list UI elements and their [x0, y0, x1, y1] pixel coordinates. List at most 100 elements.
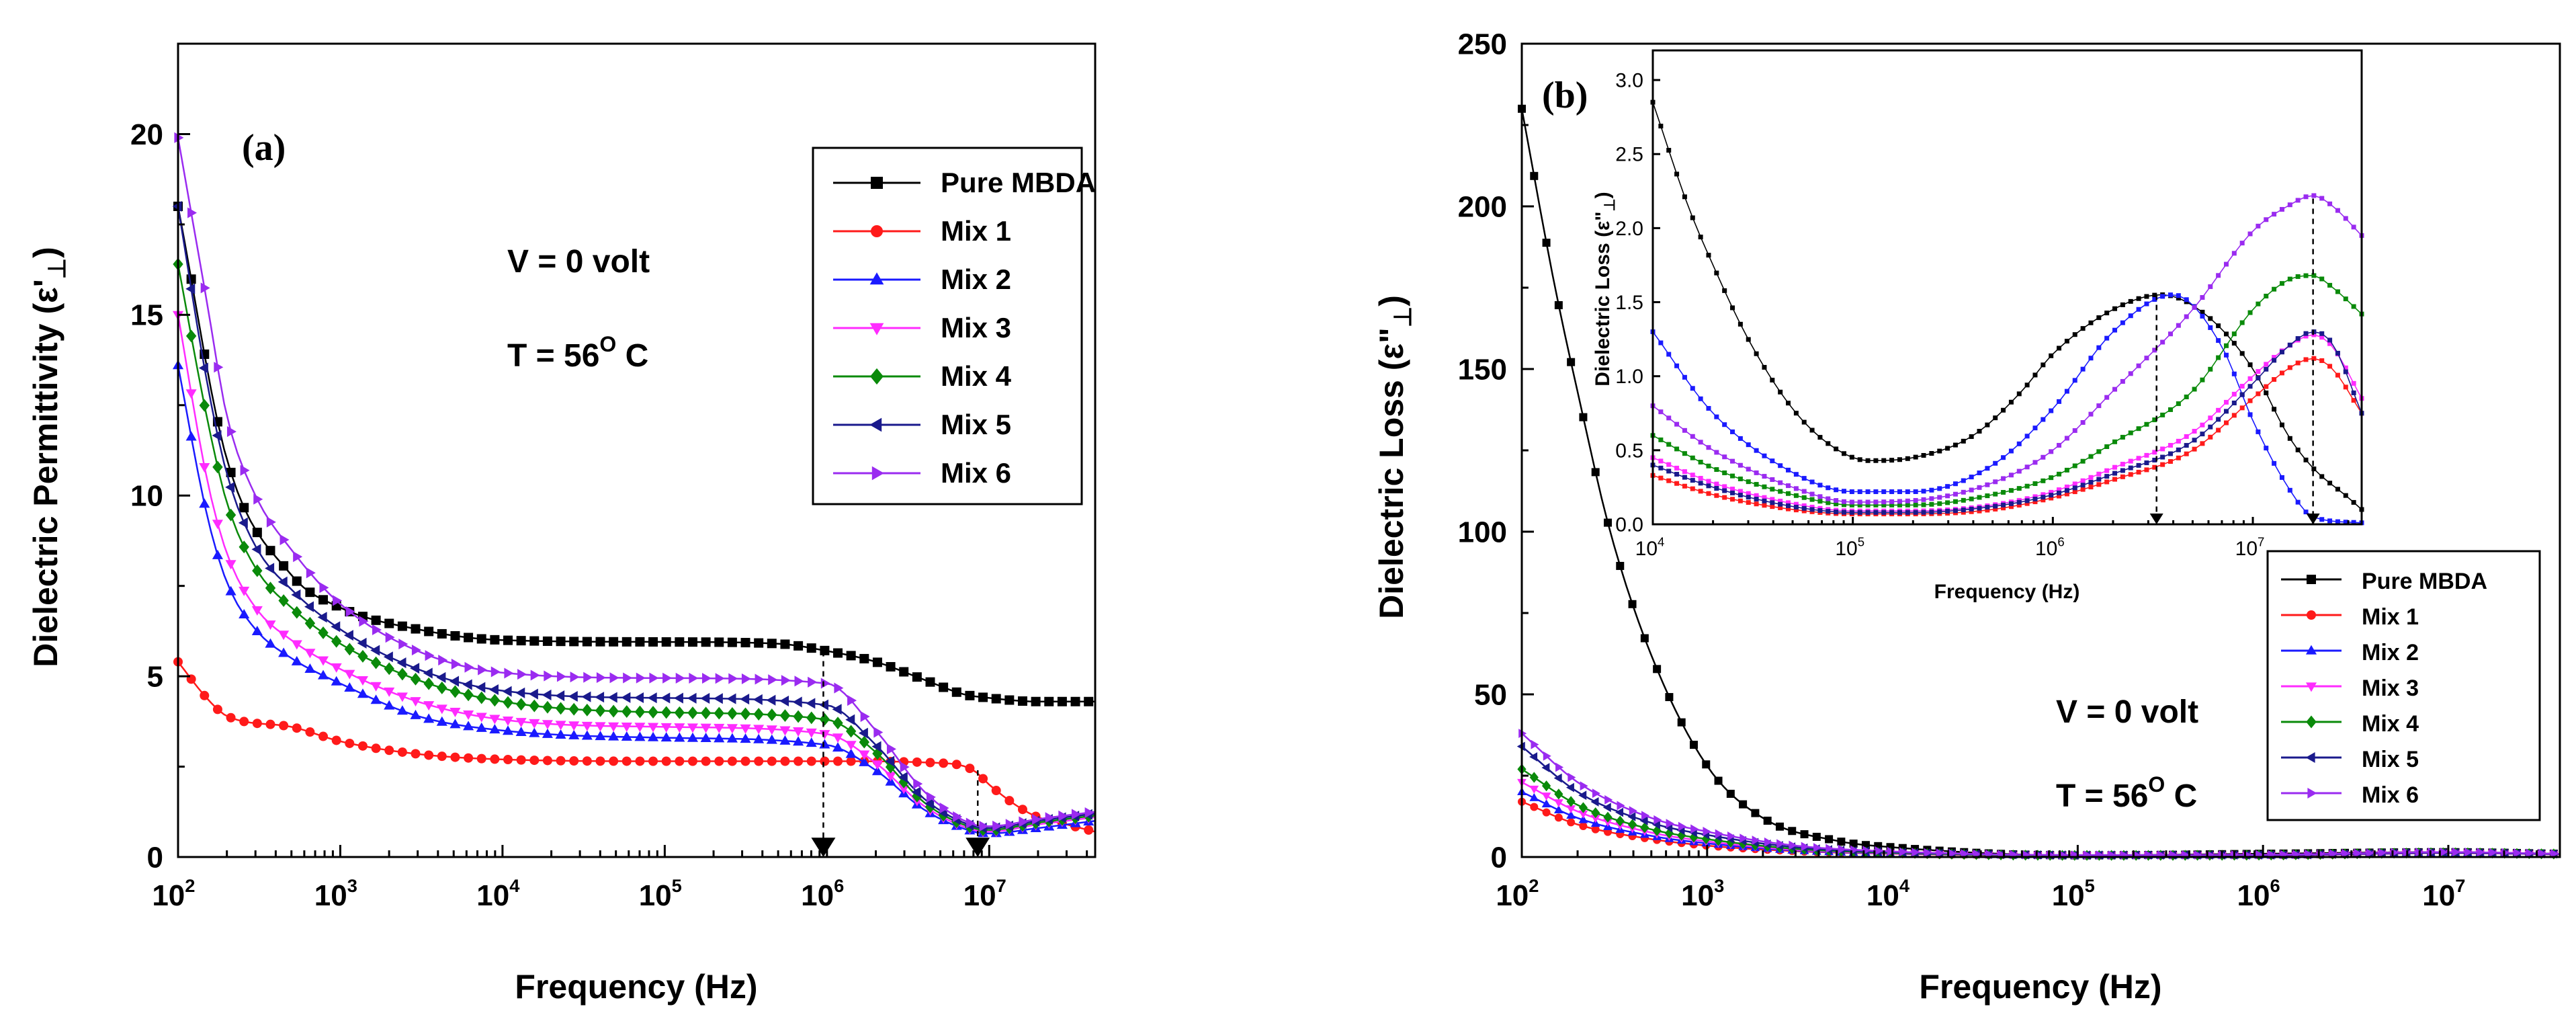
data-point	[343, 630, 353, 641]
data-point	[1826, 441, 1831, 446]
data-point	[2200, 422, 2205, 427]
data-point	[2160, 294, 2165, 299]
data-point	[1857, 489, 1862, 495]
data-point	[1674, 481, 1680, 486]
data-point	[2239, 405, 2245, 411]
data-point	[845, 748, 857, 758]
data-point	[1993, 503, 1998, 509]
data-point	[239, 717, 249, 727]
data-point	[1543, 751, 1551, 761]
data-point	[623, 672, 633, 684]
data-point	[1793, 493, 1799, 498]
legend-marker	[870, 368, 884, 385]
data-point	[253, 493, 263, 505]
annotation-voltage-b: V = 0 volt	[2056, 694, 2198, 730]
data-point	[2295, 274, 2301, 279]
data-point	[517, 669, 527, 680]
data-point	[649, 672, 659, 684]
data-point	[1770, 497, 1775, 502]
data-point	[753, 694, 763, 705]
data-point	[1737, 489, 1743, 494]
data-point	[2160, 446, 2165, 452]
data-point	[2049, 495, 2054, 501]
data-point	[2104, 444, 2110, 450]
data-point	[371, 743, 381, 753]
data-point	[1801, 505, 1807, 511]
data-point	[1004, 796, 1015, 806]
y-tick-label: 200	[1458, 190, 1507, 223]
data-point	[304, 616, 316, 630]
data-point	[1730, 429, 1735, 434]
data-point	[436, 716, 447, 726]
legend-entry: Mix 3	[2281, 676, 2419, 701]
data-point	[700, 733, 712, 743]
data-point	[278, 594, 289, 607]
data-point	[2200, 313, 2205, 319]
data-point	[634, 723, 646, 733]
data-point	[675, 672, 685, 684]
data-point	[675, 756, 685, 766]
data-point	[488, 684, 499, 696]
data-point	[2319, 358, 2325, 364]
data-point	[397, 747, 407, 757]
data-point	[832, 742, 844, 752]
data-point	[1985, 505, 1990, 510]
data-point	[542, 689, 552, 701]
data-point	[687, 637, 697, 647]
data-point	[2049, 493, 2054, 498]
data-point	[1945, 493, 1950, 499]
data-point	[1678, 821, 1686, 831]
data-point	[1762, 484, 1767, 489]
data-point	[1793, 504, 1799, 509]
data-point	[1977, 508, 1982, 514]
data-point	[2264, 217, 2269, 222]
data-point	[2200, 295, 2205, 300]
data-point	[2303, 273, 2309, 278]
data-point	[1698, 235, 1703, 240]
data-point	[2343, 216, 2348, 221]
data-point	[1530, 171, 1539, 180]
data-point	[1889, 502, 1895, 507]
data-point	[1754, 493, 1759, 498]
data-point	[2514, 848, 2522, 858]
data-point	[464, 753, 474, 763]
data-point	[2032, 425, 2038, 431]
data-point	[2319, 335, 2325, 340]
data-point	[226, 426, 237, 438]
data-point	[674, 723, 685, 733]
data-point	[1682, 374, 1687, 380]
legend-entry: Mix 4	[2281, 711, 2419, 737]
data-point	[1762, 503, 1767, 508]
data-point	[2088, 475, 2094, 480]
data-point	[2319, 474, 2325, 479]
data-point	[2440, 847, 2448, 857]
data-point	[2057, 345, 2062, 351]
data-point	[1813, 843, 1822, 852]
data-point	[2096, 471, 2102, 477]
data-point	[872, 747, 883, 760]
data-point	[2247, 376, 2253, 381]
data-point	[1714, 776, 1723, 785]
data-point	[225, 585, 237, 596]
data-point	[965, 690, 975, 700]
data-point	[2526, 848, 2534, 858]
data-point	[636, 672, 646, 684]
data-point	[2057, 442, 2062, 448]
data-point	[1913, 454, 1918, 460]
data-point	[2104, 479, 2110, 485]
data-point	[2327, 518, 2333, 524]
data-point	[2144, 301, 2149, 307]
data-point	[2311, 193, 2317, 198]
data-point	[2016, 486, 2022, 491]
data-point	[331, 635, 342, 648]
data-point	[436, 671, 446, 683]
y-tick-label: 2.0	[1615, 218, 1643, 240]
data-point	[568, 721, 580, 731]
data-point	[767, 708, 777, 721]
data-point	[1929, 487, 1934, 493]
data-point	[423, 667, 433, 679]
data-point	[2049, 489, 2054, 495]
data-point	[2192, 438, 2197, 443]
data-point	[714, 637, 724, 647]
data-point	[885, 756, 895, 767]
